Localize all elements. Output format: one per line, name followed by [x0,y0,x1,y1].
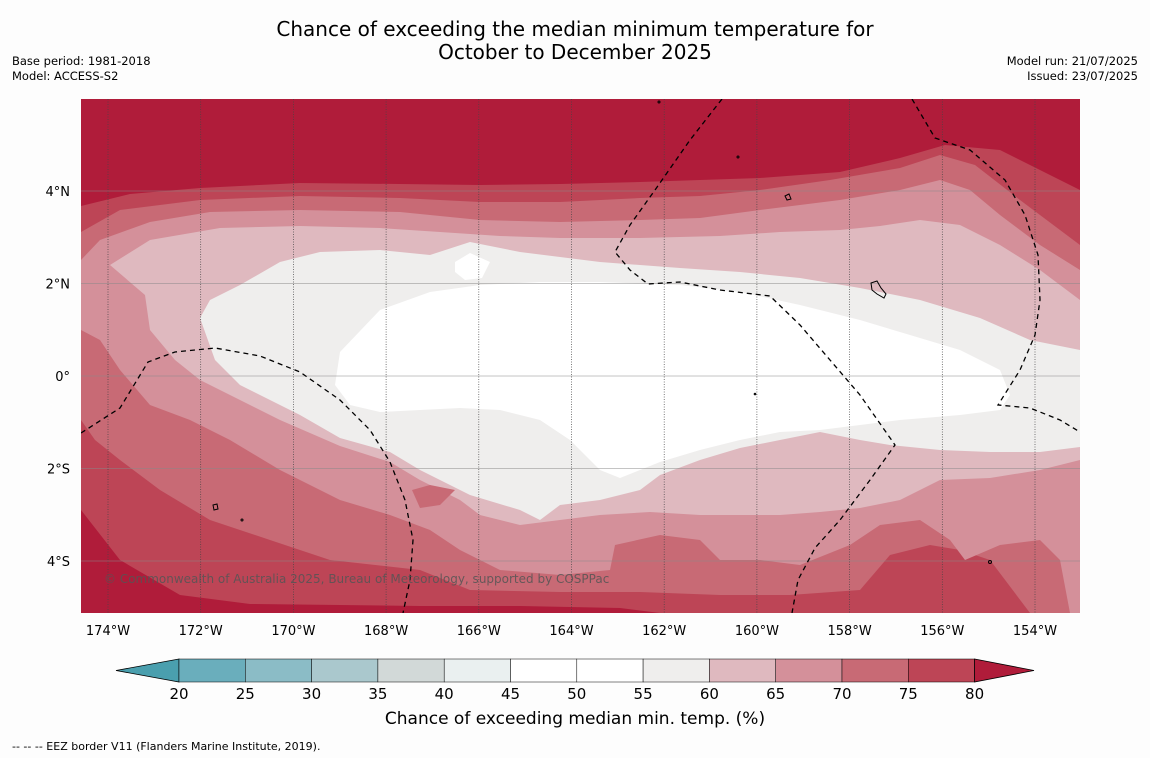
lon-tick-label: 166°W [457,624,501,639]
colorbar-bin [311,658,379,683]
graticule [81,99,1080,613]
island-1 [784,193,792,201]
model-run: Model run: 21/07/2025 [1006,54,1138,68]
issued-date: Issued: 23/07/2025 [1027,69,1138,83]
colorbar-bin [775,658,843,683]
copyright-text: © Commonwealth of Australia 2025, Bureau… [104,572,610,586]
meta-right: Model run: 21/07/2025 Issued: 23/07/2025 [1007,54,1138,84]
colorbar-tick-label: 50 [567,685,586,703]
lon-tick-label: 164°W [549,624,593,639]
colorbar-bin [576,658,644,683]
colorbar-tick-label: 65 [766,685,785,703]
island-7 [988,560,992,564]
lat-tick-label: 4°S [47,555,70,570]
island-8 [753,392,757,396]
eez-border-line-islands [911,99,1080,433]
lat-tick-label: 2°N [46,278,71,293]
colorbar: 20 25 30 35 40 45 50 55 60 65 70 75 80 [115,658,1035,703]
title-line-1: Chance of exceeding the median minimum t… [276,17,874,41]
islands [212,100,992,564]
colorbar-tick-label: 25 [236,685,255,703]
island-2 [870,280,887,299]
colorbar-tick-label: 40 [435,685,454,703]
band-70-75-patch-2 [412,485,455,508]
model-name: Model: ACCESS-S2 [12,69,119,83]
lon-tick-label: 170°W [271,624,315,639]
island-4 [240,518,244,522]
meta-left: Base period: 1981-2018 Model: ACCESS-S2 [12,54,151,84]
eez-border-phoenix-north [614,99,896,613]
eez-border-kiribati-gilbert [81,347,414,613]
band-50-55 [335,282,1010,478]
band-50-55-patch [455,253,490,280]
colorbar-bin [178,658,246,683]
island-6 [736,155,740,159]
island-5 [657,100,661,104]
colorbar-tick-label: 20 [169,685,188,703]
map-title: Chance of exceeding the median minimum t… [0,18,1150,64]
colorbar-tick-label: 55 [634,685,653,703]
lat-tick-label: 2°S [47,463,70,478]
colorbar-bin [443,658,511,683]
title-line-2: October to December 2025 [438,40,712,64]
lon-tick-label: 154°W [1013,624,1057,639]
lon-tick-label: 174°W [86,624,130,639]
lon-tick-label: 160°W [735,624,779,639]
lat-tick-label: 0° [55,370,70,385]
colorbar-label: Chance of exceeding median min. temp. (%… [384,709,766,729]
colorbar-tick-label: 70 [832,685,851,703]
probability-field [81,99,1080,613]
colorbar-bin [908,658,975,683]
eez-legend-note: -- -- -- EEZ border V11 (Flanders Marine… [12,740,321,753]
colorbar-tick-label: 35 [368,685,387,703]
lon-tick-label: 162°W [642,624,686,639]
base-period: Base period: 1981-2018 [12,54,151,68]
colorbar-bin [709,658,776,683]
axis-labels: 174°W 172°W 170°W 168°W 166°W 164°W 162°W 160°W… [46,185,1058,639]
colorbar-bin [377,658,445,683]
colorbar-under-arrow [115,658,180,683]
colorbar-bin [642,658,710,683]
lon-tick-label: 168°W [364,624,408,639]
band-70-75-patch-1 [375,532,415,552]
colorbar-bin [510,658,578,683]
colorbar-over-arrow [974,658,1035,683]
lon-tick-label: 156°W [920,624,964,639]
colorbar-tick-label: 75 [899,685,918,703]
eez-borders [81,99,1080,613]
colorbar-bin [245,658,312,683]
island-3 [212,503,219,511]
colorbar-tick-label: 45 [501,685,520,703]
lat-tick-label: 4°N [46,185,71,200]
colorbar-tick-label: 30 [302,685,321,703]
lon-tick-label: 158°W [828,624,872,639]
colorbar-tick-label: 80 [965,685,984,703]
lon-tick-label: 172°W [179,624,223,639]
colorbar-bin [841,658,909,683]
colorbar-tick-label: 60 [700,685,719,703]
